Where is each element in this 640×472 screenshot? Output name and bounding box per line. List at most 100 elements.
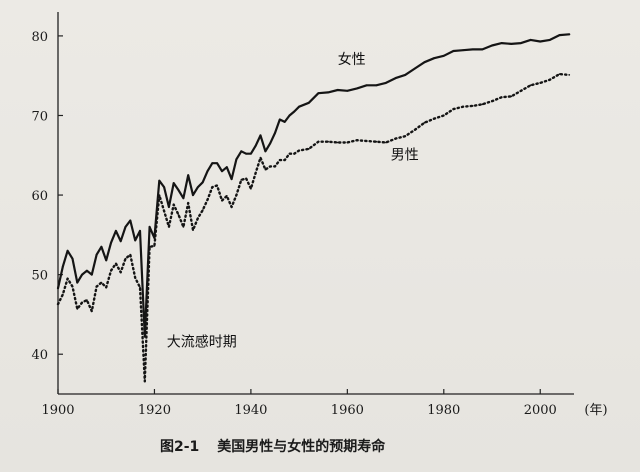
data-point-female [433,57,435,60]
figure-title: 美国男性与女性的预期寿命 [217,439,386,455]
data-point-female [124,226,127,228]
data-point-male [148,245,151,248]
data-point-male [278,159,281,162]
data-point-male [264,168,267,171]
data-point-male [283,159,286,162]
data-point-female [168,206,170,208]
data-point-male [139,286,141,289]
data-point-female [148,226,151,228]
data-point-male [163,210,166,212]
data-point-female [414,67,416,70]
data-point-female [158,179,161,182]
data-point-female [491,44,493,47]
data-point-male [433,117,435,120]
data-point-male [81,301,83,304]
data-point-female [462,49,464,52]
data-point-female [230,178,233,181]
data-point-male [298,149,300,152]
data-point-male [115,262,117,265]
y-tick-label: 50 [31,269,48,284]
data-point-male [317,140,320,143]
data-point-female [423,61,426,64]
data-point-male [568,74,571,76]
data-point-female [269,142,272,145]
data-point-female [307,101,310,104]
data-point-female [221,170,223,173]
data-point-female [529,39,532,41]
data-point-female [549,39,551,41]
data-point-female [385,82,387,84]
data-point-male [61,293,64,296]
data-point-female [115,230,117,232]
data-point-male [510,95,513,98]
x-tick-label: 1980 [427,403,460,418]
data-point-female [394,77,397,79]
x-tick-label: 1900 [41,403,74,418]
data-point-male [124,257,127,260]
data-point-female [105,259,108,262]
data-point-male [520,89,522,92]
data-point-female [134,239,137,242]
figure-number: 图2-1 [160,439,200,455]
data-point-male [235,194,238,197]
data-point-female [139,230,141,232]
data-point-male [481,103,484,106]
data-point-female [86,269,88,272]
data-point-female [197,186,199,189]
data-point-male [336,141,339,144]
data-point-male [385,141,387,144]
data-point-female [452,50,455,52]
data-point-female [442,54,445,57]
data-point-male [365,140,368,142]
data-point-female [274,132,276,134]
data-point-male [216,184,219,187]
series-line-male [56,72,571,383]
data-point-female [240,150,243,153]
data-point-male [293,152,296,155]
data-point-male [192,229,194,232]
data-point-male [86,299,88,301]
data-point-male [491,100,493,103]
data-point-male [549,78,551,81]
data-point-male [307,148,310,150]
data-point-male [442,114,445,117]
data-point-male [134,276,137,279]
data-point-female [211,162,214,165]
data-point-male [197,217,199,220]
data-point-female [298,105,300,108]
data-point-male [211,186,214,189]
series-label-female: 女性 [338,51,366,68]
data-point-male [558,73,561,75]
data-point-male [129,253,132,256]
data-point-male [245,177,248,180]
y-tick-label: 60 [31,189,48,204]
data-point-female [375,84,378,87]
data-point-female [250,152,252,155]
data-point-male [423,121,426,124]
y-tick-label: 40 [31,348,48,363]
data-point-female [327,91,329,94]
data-point-female [500,42,503,44]
data-point-female [317,92,320,95]
data-point-female [192,194,194,197]
data-point-female [520,42,522,44]
data-point-male [414,128,416,131]
data-point-female [264,150,267,153]
data-point-female [235,158,238,161]
data-point-male [206,198,209,201]
data-point-female [288,114,291,117]
x-tick-label: 2000 [524,403,557,418]
data-point-female [129,219,132,222]
data-point-female [356,87,358,90]
data-point-male [182,226,185,228]
data-point-male [119,271,122,274]
data-point-female [206,170,209,173]
data-point-male [71,285,74,288]
data-point-male [110,269,112,272]
data-point-male [172,203,175,206]
data-point-male [404,135,407,138]
data-point-male [254,171,257,174]
data-point-female [558,34,561,36]
data-point-female [278,118,281,121]
series-label-male: 男性 [391,147,419,163]
